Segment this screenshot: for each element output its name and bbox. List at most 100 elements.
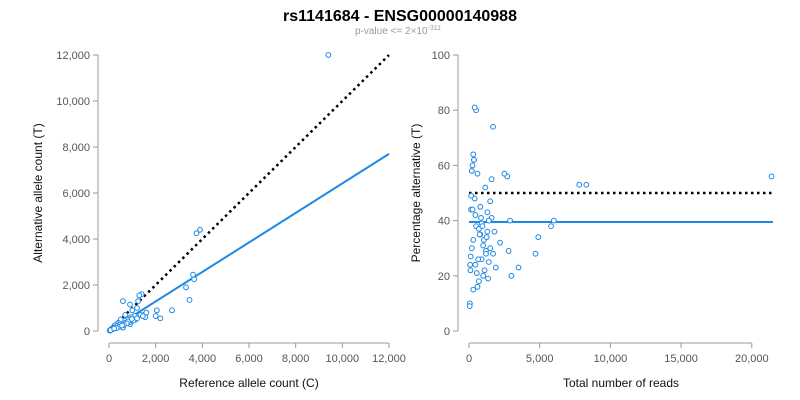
left-data-point	[186, 297, 193, 303]
right-y-tick-label: 100	[432, 50, 450, 62]
left-scatter-panel: 0 2,000 4,000 6,000 8,000 10,000 12,000 0 2,000 4…	[31, 50, 406, 390]
left-data-point	[134, 315, 140, 322]
p-value-base: 10	[416, 26, 428, 37]
p-value-prefix: p-value <= 2	[355, 26, 411, 37]
right-data-point	[532, 250, 539, 257]
right-data-point	[480, 272, 487, 279]
left-x-tick-label: 6,000	[235, 353, 263, 365]
left-data-point	[129, 307, 136, 314]
right-x-tick-label: 20,000	[735, 353, 769, 365]
left-data-point	[183, 284, 189, 291]
right-data-point	[467, 261, 474, 268]
right-data-point	[507, 217, 513, 224]
left-data-point	[134, 305, 140, 311]
right-data-point	[583, 181, 590, 188]
left-fit-line	[108, 153, 390, 332]
left-y-tick-label: 4,000	[62, 234, 90, 246]
right-data-point	[476, 231, 483, 238]
left-y-tick-label: 8,000	[62, 142, 90, 154]
left-x-tick-label: 8,000	[282, 353, 310, 365]
right-data-point	[483, 234, 490, 241]
right-data-point	[473, 270, 480, 276]
right-y-tick-label: 60	[438, 160, 450, 172]
left-x-axis-label: Reference allele count (C)	[179, 376, 318, 390]
right-data-point	[497, 239, 504, 246]
right-data-point	[508, 272, 515, 279]
right-data-point	[479, 223, 486, 230]
right-x-tick-label: 15,000	[664, 353, 698, 365]
left-data-point	[325, 52, 332, 58]
left-y-tick-label: 6,000	[62, 188, 90, 200]
right-data-point	[484, 209, 491, 216]
right-data-point	[477, 203, 484, 210]
left-data-point	[111, 325, 118, 332]
right-data-point	[484, 228, 491, 235]
right-data-point	[472, 261, 479, 268]
right-data-point	[480, 242, 487, 249]
left-y-tick-label: 0	[84, 326, 90, 338]
right-data-point	[471, 104, 478, 111]
right-data-point	[467, 267, 474, 274]
left-data-point	[119, 322, 125, 329]
left-y-axis-label: Alternative allele count (T)	[31, 123, 45, 262]
left-data-point	[169, 307, 175, 314]
left-data-point	[197, 226, 203, 233]
right-data-point	[482, 184, 489, 191]
left-x-tick-label: 12,000	[372, 353, 406, 365]
left-data-point	[157, 315, 164, 322]
right-data-point	[491, 228, 498, 235]
left-data-point	[128, 316, 135, 322]
right-data-point	[469, 206, 476, 213]
right-data-point	[485, 217, 492, 224]
right-y-axis-label: Percentage alternative (T)	[409, 124, 423, 263]
left-data-point	[135, 298, 142, 305]
right-data-point	[467, 253, 474, 260]
right-data-point	[490, 250, 496, 257]
right-data-point	[478, 214, 484, 221]
right-x-tick-label: 5,000	[526, 353, 554, 365]
right-x-tick-label: 0	[466, 353, 472, 365]
right-x-tick-label: 10,000	[594, 353, 628, 365]
left-x-tick-label: 2,000	[142, 353, 170, 365]
left-y-tick-label: 2,000	[62, 280, 90, 292]
right-y-tick-label: 40	[438, 216, 450, 228]
right-data-point	[535, 234, 542, 241]
left-x-tick-label: 0	[106, 353, 112, 365]
right-data-point	[505, 248, 512, 254]
chart-title: rs1141684 - ENSG00000140988	[283, 8, 517, 25]
left-x-tick-label: 4,000	[189, 353, 217, 365]
left-x-tick-label: 10,000	[326, 353, 360, 365]
left-data-point	[120, 298, 126, 305]
right-data-point	[485, 259, 492, 265]
left-data-point	[139, 313, 146, 319]
right-data-point	[483, 250, 489, 257]
right-data-point	[468, 168, 475, 174]
left-reference-line	[117, 54, 390, 323]
right-data-point	[487, 245, 494, 252]
right-data-point	[515, 264, 522, 271]
right-data-point	[474, 283, 481, 290]
right-y-tick-label: 80	[438, 105, 450, 117]
right-data-point	[471, 156, 477, 163]
right-data-point	[481, 267, 488, 274]
right-data-point	[501, 170, 508, 177]
right-data-point	[475, 256, 482, 263]
left-data-point	[191, 276, 198, 283]
right-data-point	[470, 151, 477, 158]
right-data-point	[475, 278, 482, 285]
left-data-point	[193, 230, 200, 237]
right-data-point	[768, 173, 775, 180]
left-data-point	[152, 313, 159, 319]
right-data-point	[488, 176, 495, 183]
right-x-axis-label: Total number of reads	[563, 376, 679, 390]
left-y-tick-label: 12,000	[56, 50, 90, 62]
right-data-point	[469, 162, 476, 169]
right-data-point	[490, 123, 496, 130]
right-data-point	[550, 217, 557, 224]
right-data-point	[485, 275, 491, 282]
p-value-exponent: -311	[428, 25, 442, 32]
right-data-point	[468, 192, 475, 199]
left-data-point	[190, 271, 196, 278]
right-data-point	[470, 237, 477, 243]
